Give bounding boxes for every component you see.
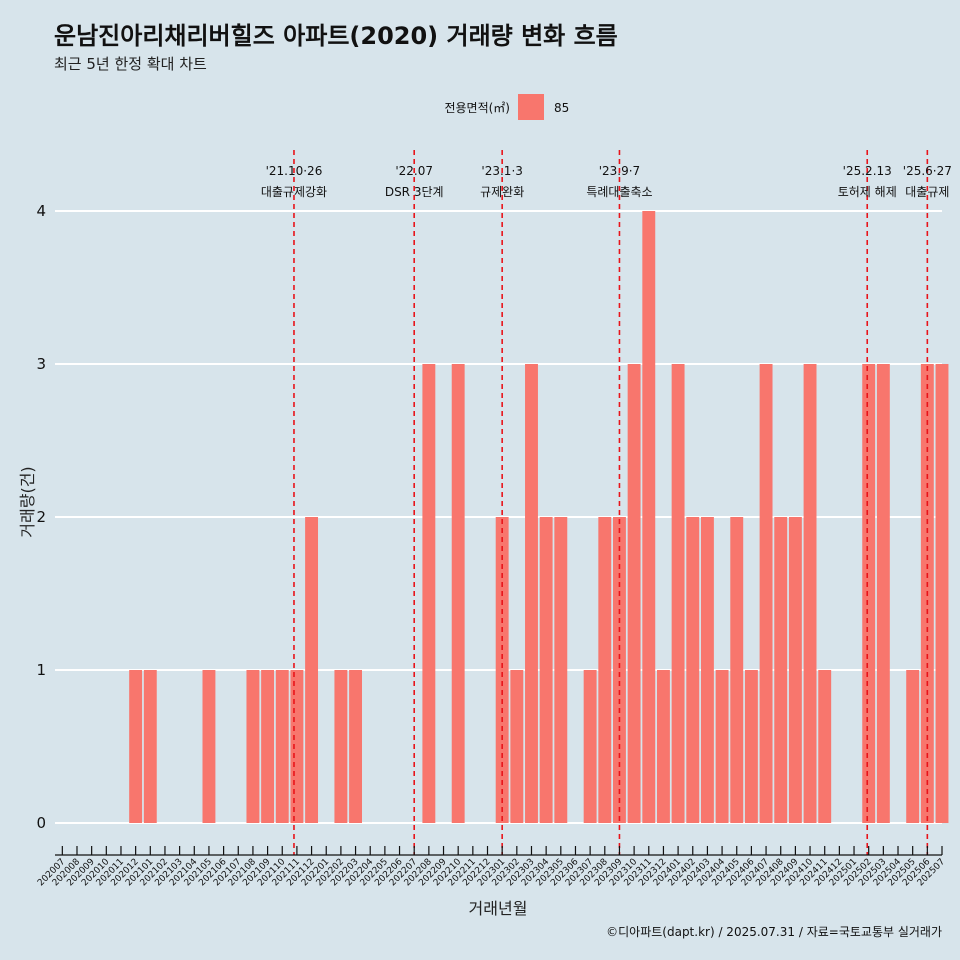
events: '21.10·26 대출규제강화 '22.07 DSR 3단계 '23.1·3 규제완화 '… (261, 150, 952, 855)
y-tick-label: 4 (36, 202, 46, 220)
bar (671, 364, 685, 823)
x-axis: 2020072020082020092020102020112020122021… (36, 846, 947, 888)
bar (334, 670, 348, 823)
y-axis: 0 1 2 3 4 (36, 202, 46, 832)
y-tick-label: 2 (36, 508, 46, 526)
bar (510, 670, 524, 823)
bars (129, 211, 949, 823)
bar (275, 670, 289, 823)
event-label: DSR 3단계 (385, 185, 444, 199)
event-date: '25.2.13 (843, 164, 892, 178)
bar (305, 517, 319, 823)
bar (818, 670, 832, 823)
bar (715, 670, 729, 823)
event-date: '23.9·7 (599, 164, 640, 178)
bar (700, 517, 714, 823)
bar (129, 670, 143, 823)
bar (774, 517, 788, 823)
y-axis-title: 거래량(건) (18, 466, 37, 537)
y-tick-label: 0 (36, 814, 46, 832)
bar (202, 670, 216, 823)
event-label: 대출규제강화 (261, 185, 327, 199)
bar (143, 670, 157, 823)
event-date: '21.10·26 (266, 164, 323, 178)
caption: ©디아파트(dapt.kr) / 2025.07.31 / 자료=국토교통부 실… (606, 925, 942, 939)
bar (349, 670, 363, 823)
bar (656, 670, 670, 823)
bar (451, 364, 465, 823)
y-tick-label: 3 (36, 355, 46, 373)
bar (686, 517, 700, 823)
chart-title: 운남진아리채리버힐즈 아파트(2020) 거래량 변화 흐름 (54, 22, 618, 50)
legend-title: 전용면적(㎡) (444, 101, 510, 115)
bar (598, 517, 612, 823)
legend-item-label: 85 (554, 101, 569, 115)
bar (935, 364, 949, 823)
bar (730, 517, 744, 823)
bar (583, 670, 597, 823)
bar (788, 517, 802, 823)
bar (906, 670, 920, 823)
legend: 전용면적(㎡) 85 (444, 94, 569, 120)
bar (290, 670, 304, 823)
event-label: 규제완화 (480, 185, 524, 199)
bar (803, 364, 817, 823)
event-label: 토허제 해제 (838, 185, 897, 199)
bar (642, 211, 656, 823)
event-label: 특례대출축소 (586, 185, 652, 199)
chart-subtitle: 최근 5년 한정 확대 차트 (54, 55, 207, 73)
x-axis-title: 거래년월 (469, 899, 528, 918)
legend-swatch (518, 94, 544, 120)
bar (525, 364, 538, 823)
bar (422, 364, 436, 823)
event-date: '23.1·3 (481, 164, 522, 178)
bar (246, 670, 260, 823)
bar (539, 517, 553, 823)
bar (613, 517, 626, 823)
event-date: '25.6·27 (903, 164, 952, 178)
bar (261, 670, 275, 823)
bar (495, 517, 509, 823)
event-label: 대출규제 (905, 185, 949, 199)
bar (744, 670, 758, 823)
bar (862, 364, 876, 823)
bar (627, 364, 641, 823)
bar (876, 364, 890, 823)
y-tick-label: 1 (36, 661, 46, 679)
bar (759, 364, 773, 823)
bar (554, 517, 568, 823)
event-date: '22.07 (395, 164, 433, 178)
